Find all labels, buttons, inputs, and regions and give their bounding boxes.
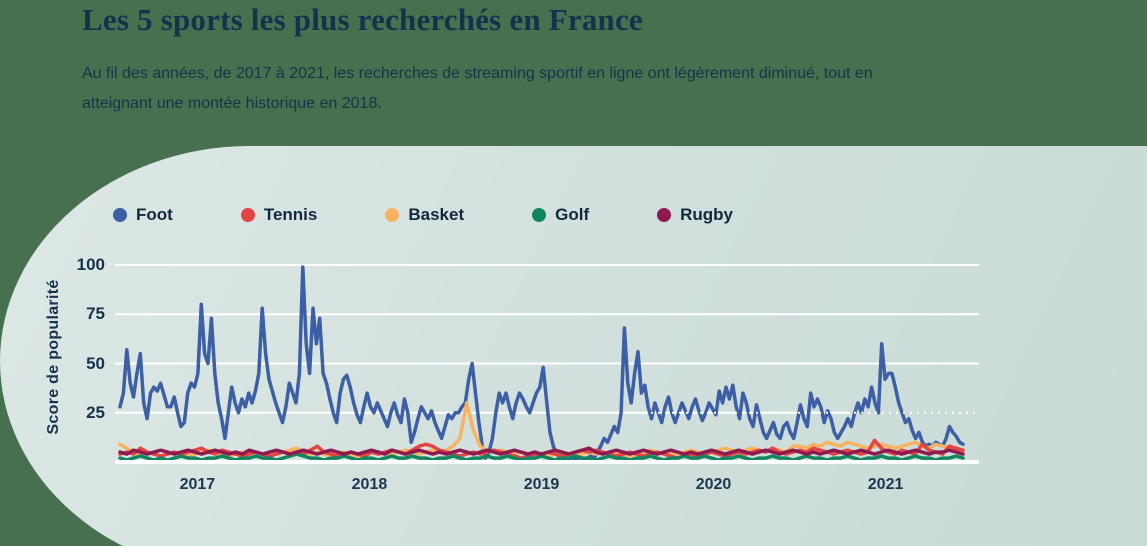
rugby-legend-dot-icon <box>657 208 672 222</box>
subtitle-line-2: atteignant une montée historique en 2018… <box>82 95 382 112</box>
x-tick-label-2019: 2019 <box>523 476 560 493</box>
legend-label: Foot <box>136 205 173 224</box>
subtitle-line-1: Au fil des années, de 2017 à 2021, les r… <box>82 65 873 82</box>
tennis-legend-dot-icon <box>240 208 255 222</box>
foot-series-line <box>118 265 965 462</box>
legend-label: Tennis <box>263 205 318 224</box>
x-tick-label-2020: 2020 <box>695 476 732 493</box>
page-title: Les 5 sports les plus recherchés en Fran… <box>82 2 643 37</box>
x-tick-label-2018: 2018 <box>351 476 388 493</box>
golf-legend-dot-icon <box>532 208 547 222</box>
page-subtitle: Au fil des années, de 2017 à 2021, les r… <box>82 59 962 119</box>
golf-series-line <box>118 452 965 462</box>
y-tick-label-75: 75 <box>86 304 105 324</box>
rugby-series-line <box>118 446 965 456</box>
legend-item-tennis[interactable]: Tennis <box>240 205 318 225</box>
legend-item-foot[interactable]: Foot <box>113 205 173 225</box>
legend-item-basket[interactable]: Basket <box>385 205 464 225</box>
basket-legend-dot-icon <box>385 208 400 222</box>
chart-panel <box>0 146 1147 546</box>
basket-series-line <box>118 401 965 458</box>
legend-label: Golf <box>555 205 590 224</box>
y-tick-label-25: 25 <box>86 402 105 422</box>
x-tick-label-2017: 2017 <box>179 476 216 493</box>
x-tick-label-2021: 2021 <box>867 476 904 493</box>
foot-legend-dot-icon <box>113 208 127 222</box>
legend-label: Basket <box>408 205 465 224</box>
y-tick-label-100: 100 <box>76 255 105 274</box>
legend-item-rugby[interactable]: Rugby <box>657 205 733 225</box>
legend-label: Rugby <box>680 205 734 224</box>
legend-item-golf[interactable]: Golf <box>532 205 589 225</box>
y-tick-label-50: 50 <box>86 353 105 373</box>
chart-legend: Foot Tennis Basket Golf Rugby <box>113 205 733 225</box>
